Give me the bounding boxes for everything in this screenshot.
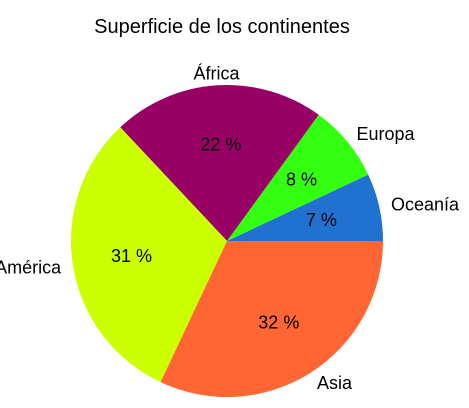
- pie-slice-1: [227, 114, 369, 241]
- pie-category-label-4: Asia: [317, 373, 353, 393]
- pie-percent-label-2: 22 %: [200, 134, 241, 154]
- chart-title: Superficie de los continentes: [94, 16, 350, 38]
- pie-category-label-2: África: [193, 63, 240, 83]
- pie-slice-3: [70, 127, 228, 383]
- pie-percent-label-4: 32 %: [258, 313, 299, 333]
- pie-percent-label-0: 7 %: [306, 210, 337, 230]
- pie-slice-2: [120, 85, 319, 242]
- pie-category-label-1: Europa: [356, 124, 415, 144]
- pie-slice-4: [160, 241, 383, 397]
- pie-category-label-3: América: [0, 257, 62, 277]
- pie-percent-label-1: 8 %: [286, 169, 317, 189]
- pie-category-label-0: Oceanía: [391, 194, 460, 214]
- pie-percent-label-3: 31 %: [111, 246, 152, 266]
- pie-percent-labels: 7 % 8 % 22 % 31 % 32 %: [111, 134, 337, 332]
- pie-category-labels: Oceanía Europa África América Asia: [0, 63, 460, 393]
- pie-slices: [70, 85, 383, 397]
- pie-slice-0: [227, 174, 383, 241]
